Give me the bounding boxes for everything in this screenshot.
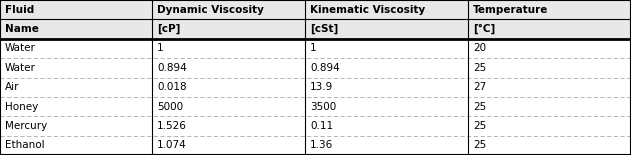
Text: 1: 1 (310, 43, 317, 53)
Text: Water: Water (5, 43, 36, 53)
Text: 5000: 5000 (157, 102, 183, 112)
Text: 25: 25 (473, 121, 487, 131)
Text: 25: 25 (473, 102, 487, 112)
Text: Water: Water (5, 63, 36, 73)
Text: 27: 27 (473, 82, 487, 92)
Text: Kinematic Viscosity: Kinematic Viscosity (310, 5, 425, 15)
Text: [°C]: [°C] (473, 24, 495, 34)
Text: 20: 20 (473, 43, 486, 53)
Text: Air: Air (5, 82, 20, 92)
Text: 25: 25 (473, 63, 487, 73)
Text: Honey: Honey (5, 102, 38, 112)
Text: 1.526: 1.526 (157, 121, 187, 131)
Text: Name: Name (5, 24, 39, 34)
Text: Mercury: Mercury (5, 121, 47, 131)
Text: Dynamic Viscosity: Dynamic Viscosity (157, 5, 264, 15)
Text: Ethanol: Ethanol (5, 140, 45, 150)
Text: Temperature: Temperature (473, 5, 548, 15)
Text: 0.11: 0.11 (310, 121, 333, 131)
Bar (0, 19, 631, 39)
Text: 0.018: 0.018 (157, 82, 187, 92)
Text: 1.074: 1.074 (157, 140, 187, 150)
Text: 1.36: 1.36 (310, 140, 333, 150)
Text: 25: 25 (473, 140, 487, 150)
Bar (0, 0, 631, 19)
Text: 3500: 3500 (310, 102, 336, 112)
Text: [cSt]: [cSt] (310, 24, 338, 34)
Text: 0.894: 0.894 (157, 63, 187, 73)
Text: 1: 1 (157, 43, 163, 53)
Text: 0.894: 0.894 (310, 63, 339, 73)
Text: [cP]: [cP] (157, 24, 180, 34)
Text: 13.9: 13.9 (310, 82, 333, 92)
Text: Fluid: Fluid (5, 5, 34, 15)
